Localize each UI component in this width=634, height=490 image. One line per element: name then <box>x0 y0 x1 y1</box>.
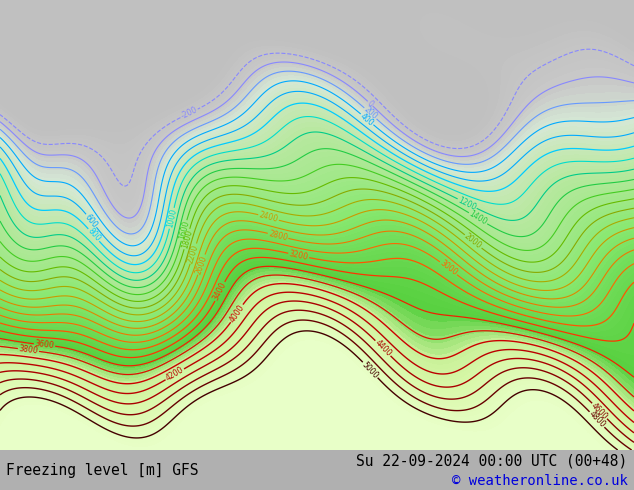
Text: 3200: 3200 <box>288 249 309 262</box>
Text: 4200: 4200 <box>164 366 185 383</box>
Text: 2200: 2200 <box>186 243 200 264</box>
Text: Freezing level [m] GFS: Freezing level [m] GFS <box>6 463 199 477</box>
Text: -200: -200 <box>179 105 199 121</box>
Text: 3800: 3800 <box>18 344 39 356</box>
Text: 5000: 5000 <box>360 360 380 380</box>
Text: 3400: 3400 <box>211 281 228 302</box>
Text: 400: 400 <box>359 111 375 127</box>
Text: 0: 0 <box>365 98 375 109</box>
Text: 2400: 2400 <box>258 211 279 224</box>
Text: 1400: 1400 <box>467 209 489 227</box>
Text: 1800: 1800 <box>180 228 194 249</box>
Text: 600: 600 <box>83 212 100 229</box>
Text: 2000: 2000 <box>463 232 484 251</box>
Text: 4800: 4800 <box>587 410 607 430</box>
Text: © weatheronline.co.uk: © weatheronline.co.uk <box>452 474 628 488</box>
Text: 4400: 4400 <box>373 338 393 358</box>
Text: 1000: 1000 <box>165 208 178 229</box>
Text: 4600: 4600 <box>590 401 610 421</box>
Text: 2800: 2800 <box>268 229 288 243</box>
Text: 3000: 3000 <box>438 259 459 278</box>
Text: 1600: 1600 <box>178 220 191 241</box>
Text: 800: 800 <box>86 227 102 244</box>
Text: 1200: 1200 <box>456 196 478 212</box>
Text: 2600: 2600 <box>194 254 209 275</box>
Text: Su 22-09-2024 00:00 UTC (00+48): Su 22-09-2024 00:00 UTC (00+48) <box>356 454 628 469</box>
Text: 200: 200 <box>362 105 379 122</box>
Text: 4000: 4000 <box>228 303 246 324</box>
Text: 3600: 3600 <box>34 340 55 350</box>
